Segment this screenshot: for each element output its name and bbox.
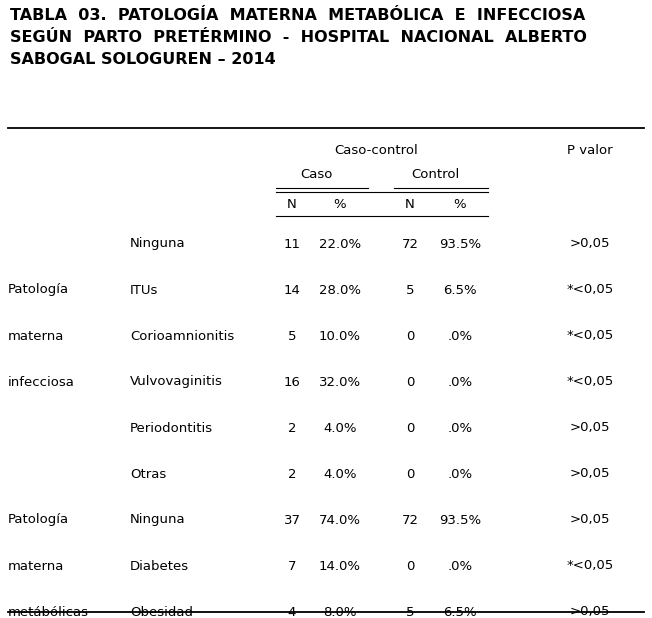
Text: SEGÚN  PARTO  PRETÉRMINO  -  HOSPITAL  NACIONAL  ALBERTO: SEGÚN PARTO PRETÉRMINO - HOSPITAL NACION… xyxy=(10,30,587,45)
Text: 93.5%: 93.5% xyxy=(439,514,481,527)
Text: *<0,05: *<0,05 xyxy=(567,376,614,389)
Text: SABOGAL SOLOGUREN – 2014: SABOGAL SOLOGUREN – 2014 xyxy=(10,52,276,67)
Text: Control: Control xyxy=(411,167,459,180)
Text: Otras: Otras xyxy=(130,467,166,481)
Text: 93.5%: 93.5% xyxy=(439,237,481,250)
Text: Patología: Patología xyxy=(8,514,69,527)
Text: 8.0%: 8.0% xyxy=(323,606,357,618)
Text: Ninguna: Ninguna xyxy=(130,237,186,250)
Text: 4.0%: 4.0% xyxy=(323,467,357,481)
Text: TABLA  03.  PATOLOGÍA  MATERNA  METABÓLICA  E  INFECCIOSA: TABLA 03. PATOLOGÍA MATERNA METABÓLICA E… xyxy=(10,8,585,23)
Text: .0%: .0% xyxy=(447,421,473,434)
Text: >0,05: >0,05 xyxy=(570,421,610,434)
Text: 6.5%: 6.5% xyxy=(443,606,477,618)
Text: materna: materna xyxy=(8,329,65,342)
Text: 72: 72 xyxy=(402,237,419,250)
Text: >0,05: >0,05 xyxy=(570,606,610,618)
Text: 0: 0 xyxy=(406,421,414,434)
Text: 0: 0 xyxy=(406,559,414,572)
Text: 0: 0 xyxy=(406,376,414,389)
Text: 5: 5 xyxy=(288,329,296,342)
Text: 14: 14 xyxy=(284,284,301,297)
Text: metábólicas: metábólicas xyxy=(8,606,89,618)
Text: 72: 72 xyxy=(402,514,419,527)
Text: 0: 0 xyxy=(406,467,414,481)
Text: 4: 4 xyxy=(288,606,296,618)
Text: Caso: Caso xyxy=(300,167,332,180)
Text: *<0,05: *<0,05 xyxy=(567,559,614,572)
Text: 2: 2 xyxy=(288,421,296,434)
Text: 37: 37 xyxy=(284,514,301,527)
Text: *<0,05: *<0,05 xyxy=(567,284,614,297)
Text: Patología: Patología xyxy=(8,284,69,297)
Text: .0%: .0% xyxy=(447,376,473,389)
Text: Vulvovaginitis: Vulvovaginitis xyxy=(130,376,223,389)
Text: >0,05: >0,05 xyxy=(570,467,610,481)
Text: materna: materna xyxy=(8,559,65,572)
Text: 28.0%: 28.0% xyxy=(319,284,361,297)
Text: .0%: .0% xyxy=(447,329,473,342)
Text: N: N xyxy=(287,198,297,211)
Text: .0%: .0% xyxy=(447,467,473,481)
Text: *<0,05: *<0,05 xyxy=(567,329,614,342)
Text: >0,05: >0,05 xyxy=(570,237,610,250)
Text: 7: 7 xyxy=(288,559,296,572)
Text: 11: 11 xyxy=(284,237,301,250)
Text: 22.0%: 22.0% xyxy=(319,237,361,250)
Text: P valor: P valor xyxy=(567,143,613,156)
Text: infecciosa: infecciosa xyxy=(8,376,75,389)
Text: >0,05: >0,05 xyxy=(570,514,610,527)
Text: %: % xyxy=(334,198,346,211)
Text: 2: 2 xyxy=(288,467,296,481)
Text: Ninguna: Ninguna xyxy=(130,514,186,527)
Text: Corioamnionitis: Corioamnionitis xyxy=(130,329,234,342)
Text: N: N xyxy=(405,198,415,211)
Text: Diabetes: Diabetes xyxy=(130,559,189,572)
Text: Obesidad: Obesidad xyxy=(130,606,193,618)
Text: 10.0%: 10.0% xyxy=(319,329,361,342)
Text: 6.5%: 6.5% xyxy=(443,284,477,297)
Text: 5: 5 xyxy=(406,284,414,297)
Text: Caso-control: Caso-control xyxy=(334,143,418,156)
Text: 14.0%: 14.0% xyxy=(319,559,361,572)
Text: %: % xyxy=(454,198,466,211)
Text: ITUs: ITUs xyxy=(130,284,158,297)
Text: 16: 16 xyxy=(284,376,301,389)
Text: 0: 0 xyxy=(406,329,414,342)
Text: 5: 5 xyxy=(406,606,414,618)
Text: 74.0%: 74.0% xyxy=(319,514,361,527)
Text: 32.0%: 32.0% xyxy=(319,376,361,389)
Text: .0%: .0% xyxy=(447,559,473,572)
Text: 4.0%: 4.0% xyxy=(323,421,357,434)
Text: Periodontitis: Periodontitis xyxy=(130,421,213,434)
